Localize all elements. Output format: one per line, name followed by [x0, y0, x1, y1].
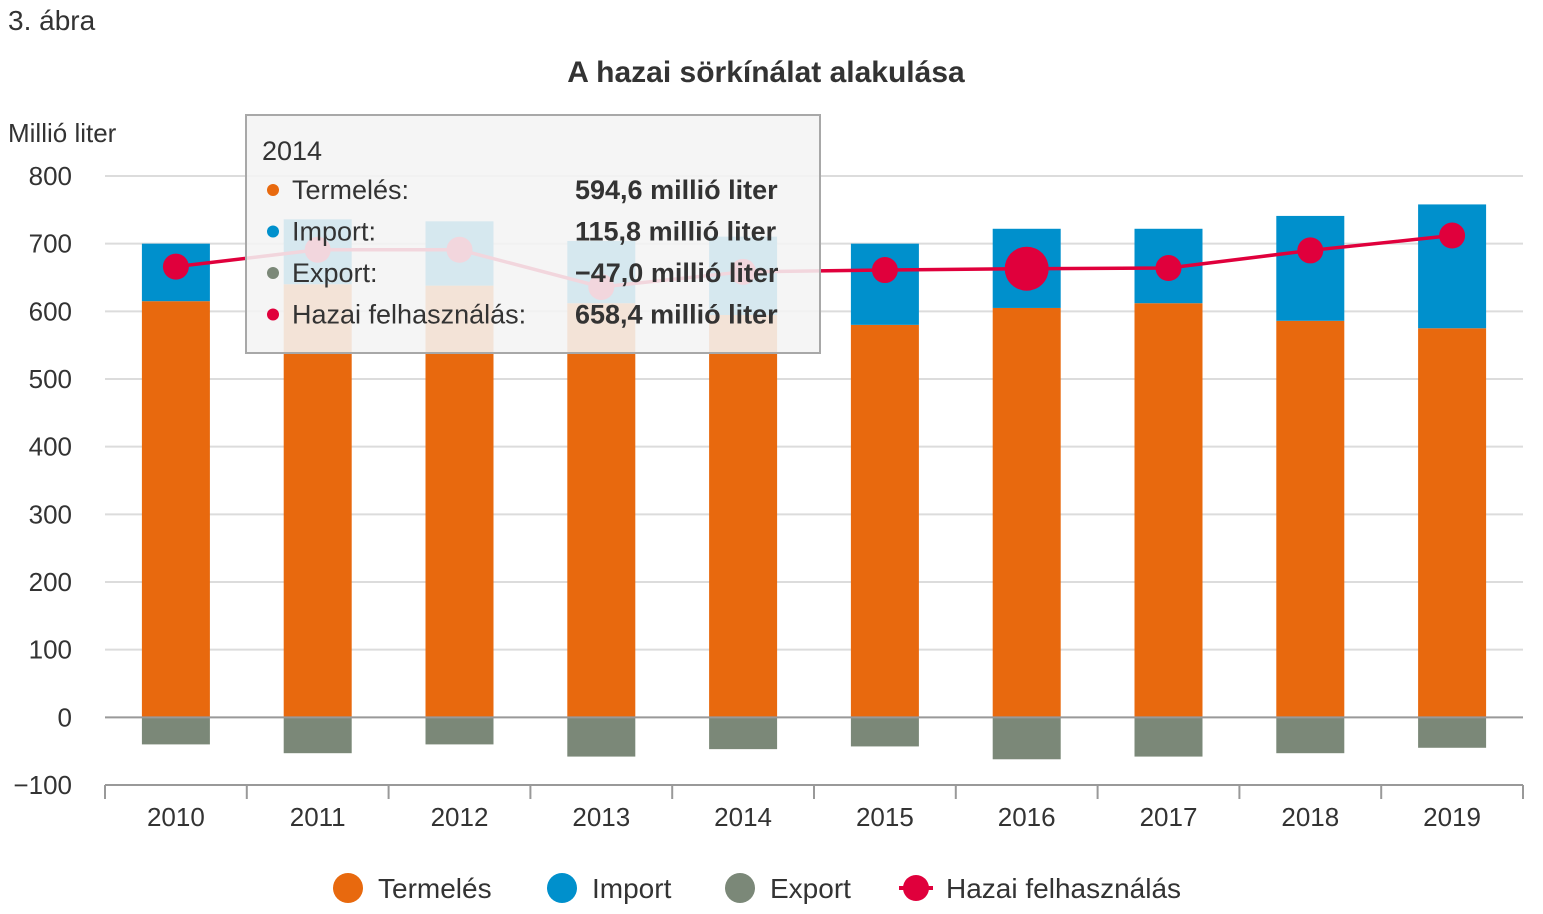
y-tick-label: 800	[29, 161, 72, 191]
bar-termeles	[1134, 303, 1203, 718]
bar-termeles	[992, 307, 1061, 718]
x-tick-label: 2015	[856, 802, 914, 832]
x-tick-label: 2013	[572, 802, 630, 832]
y-axis-ticks: −100 0 100 200 300 400 500 600 700 800	[13, 161, 72, 800]
tooltip-value: 115,8 millió liter	[575, 217, 777, 247]
bar-export	[1276, 717, 1345, 754]
tooltip-year: 2014	[262, 136, 322, 166]
y-tick-label: 700	[29, 229, 72, 259]
y-tick-label: 500	[29, 364, 72, 394]
bar-export	[283, 717, 352, 754]
bar-export	[709, 717, 778, 750]
point-hazai	[1439, 222, 1466, 249]
bar-export	[850, 717, 919, 747]
bar-termeles	[1418, 328, 1487, 718]
bar-export	[992, 717, 1061, 760]
tooltip-box	[245, 114, 821, 354]
tooltip-marker	[267, 267, 279, 279]
bar-termeles	[141, 301, 210, 718]
bar-termeles	[850, 324, 919, 718]
legend-label: Hazai felhasználás	[946, 873, 1181, 904]
x-axis	[104, 716, 1524, 799]
tooltip-value: 594,6 millió liter	[575, 175, 778, 205]
y-tick-label: −100	[13, 770, 72, 800]
x-tick-label: 2014	[714, 802, 772, 832]
y-tick-label: 400	[29, 432, 72, 462]
tooltip: 2014 Termelés: 594,6 millió liter Import: 11…	[245, 114, 821, 354]
legend-label: Termelés	[378, 873, 492, 904]
x-tick-label: 2019	[1423, 802, 1481, 832]
bar-termeles	[425, 285, 494, 718]
tooltip-label: Termelés:	[292, 175, 409, 205]
tooltip-value: −47,0 millió liter	[575, 258, 779, 288]
y-tick-label: 300	[29, 499, 72, 529]
bar-export	[1418, 717, 1487, 748]
bar-termeles	[283, 284, 352, 718]
tooltip-marker	[267, 225, 279, 238]
y-tick-label: 600	[29, 296, 72, 326]
x-tick-label: 2017	[1140, 802, 1198, 832]
bar-export	[425, 717, 494, 745]
tooltip-label: Import:	[292, 217, 376, 247]
legend-marker	[547, 873, 577, 903]
bar-termeles	[1276, 320, 1345, 718]
y-tick-label: 100	[29, 635, 72, 665]
chart-title: A hazai sörkínálat alakulása	[567, 56, 965, 89]
bar-export	[1134, 717, 1203, 757]
x-tick-label: 2010	[147, 802, 205, 832]
y-tick-label: 0	[58, 702, 72, 732]
legend-label: Export	[770, 873, 851, 904]
point-hazai	[1297, 237, 1324, 264]
bar-import	[850, 243, 919, 325]
point-hazai	[1155, 255, 1182, 282]
y-tick-label: 200	[29, 567, 72, 597]
y-axis-label: Millió liter	[8, 118, 117, 148]
legend-label: Import	[592, 873, 672, 904]
x-tick-label: 2016	[998, 802, 1056, 832]
tooltip-marker	[267, 184, 279, 196]
point-hazai	[162, 253, 189, 280]
legend-marker	[333, 873, 363, 903]
figure-label: 3. ábra	[8, 5, 96, 36]
point-hazai	[1004, 246, 1049, 291]
legend-marker	[725, 873, 755, 903]
point-hazai	[871, 257, 898, 284]
legend-marker	[903, 875, 929, 901]
x-tick-label: 2012	[431, 802, 489, 832]
bar-import	[1276, 215, 1345, 321]
bar-export	[141, 717, 210, 745]
x-tick-label: 2018	[1281, 802, 1339, 832]
x-tick-label: 2011	[290, 802, 346, 832]
tooltip-value: 658,4 millió liter	[575, 300, 778, 330]
bar-termeles	[567, 303, 636, 718]
bar-termeles	[709, 314, 778, 718]
tooltip-label: Export:	[292, 258, 378, 288]
tooltip-label: Hazai felhasználás:	[292, 300, 526, 330]
tooltip-marker	[267, 308, 279, 321]
bar-export	[567, 717, 636, 757]
legend: Termelés Import Export Hazai felhasználás	[333, 873, 1181, 904]
x-axis-ticks: 2010 2011 2012 2013 2014 2015 2016 2017 2018 2019	[147, 802, 1481, 832]
